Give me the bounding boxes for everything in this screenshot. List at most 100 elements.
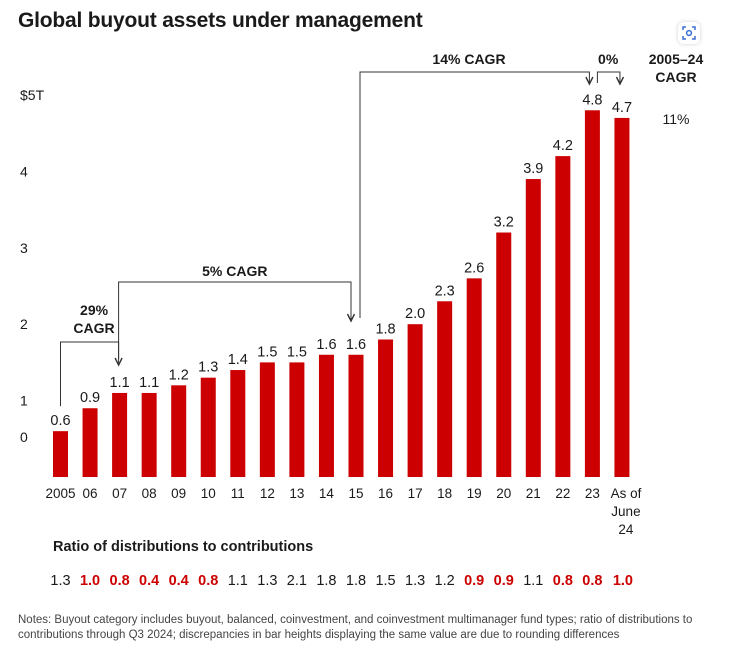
side-note-label: CAGR bbox=[655, 69, 696, 85]
x-tick-label: 07 bbox=[112, 486, 127, 501]
bar-value-label: 0.6 bbox=[50, 413, 70, 429]
ratio-value: 0.4 bbox=[168, 573, 189, 589]
x-tick-label: 15 bbox=[348, 486, 363, 501]
ratio-value: 1.0 bbox=[79, 573, 101, 589]
x-tick-label: 24 bbox=[618, 522, 634, 537]
ratio-value: 1.8 bbox=[345, 573, 367, 589]
bar-value-label: 1.1 bbox=[139, 375, 159, 391]
x-tick-label: 19 bbox=[467, 486, 482, 501]
x-tick-label: 23 bbox=[585, 486, 600, 501]
bar bbox=[141, 392, 157, 477]
bar bbox=[82, 408, 98, 477]
ratio-value: 2.1 bbox=[286, 573, 307, 589]
bar-value-label: 3.9 bbox=[523, 161, 543, 177]
bar-value-label: 2.3 bbox=[435, 283, 455, 299]
annotation-label: 29% bbox=[80, 302, 109, 318]
y-tick-label: 2 bbox=[20, 316, 28, 332]
ratio-value: 1.3 bbox=[405, 573, 426, 589]
ratio-value: 1.3 bbox=[50, 573, 71, 589]
y-tick-label: 1 bbox=[20, 393, 28, 409]
ratio-value: 1.0 bbox=[612, 573, 634, 589]
ratio-value: 0.9 bbox=[464, 573, 485, 589]
side-note-label: 2005–24 bbox=[649, 51, 704, 67]
x-tick-label: 12 bbox=[260, 486, 275, 501]
annotation-label: 0% bbox=[598, 51, 619, 67]
side-note-value: 11% bbox=[663, 111, 690, 127]
bar-value-label: 4.7 bbox=[612, 100, 632, 116]
bar bbox=[466, 278, 482, 477]
bar-value-label: 2.0 bbox=[405, 306, 425, 322]
bar-value-label: 1.3 bbox=[198, 360, 218, 376]
y-tick-label: 3 bbox=[20, 240, 28, 256]
bar-value-label: 1.6 bbox=[316, 337, 336, 353]
x-tick-label: 17 bbox=[408, 486, 423, 501]
x-tick-label: 16 bbox=[378, 486, 393, 501]
annotation-label: 5% CAGR bbox=[202, 263, 267, 279]
y-tick-label: 4 bbox=[20, 163, 28, 179]
ratio-value: 0.8 bbox=[109, 573, 130, 589]
x-tick-label: 10 bbox=[201, 486, 216, 501]
ratio-value: 0.4 bbox=[139, 573, 160, 589]
image-search-icon[interactable] bbox=[678, 22, 700, 44]
bar bbox=[289, 362, 305, 477]
bar bbox=[584, 110, 600, 477]
bar bbox=[525, 179, 541, 478]
ratio-value: 0.9 bbox=[493, 573, 514, 589]
bar bbox=[378, 339, 394, 477]
bar bbox=[171, 385, 187, 477]
annotation-arrowhead bbox=[114, 357, 123, 367]
ratio-value: 1.3 bbox=[257, 573, 278, 589]
ratio-value: 1.1 bbox=[227, 573, 248, 589]
bar bbox=[53, 431, 68, 477]
ratio-value: 1.5 bbox=[375, 573, 396, 589]
x-tick-label: 06 bbox=[83, 486, 98, 501]
ratio-value: 0.8 bbox=[198, 573, 219, 589]
x-tick-label: 13 bbox=[289, 486, 304, 501]
bar-value-label: 4.2 bbox=[553, 138, 573, 154]
annotation-arrowhead bbox=[615, 76, 625, 86]
bar bbox=[555, 156, 571, 477]
ratio-value: 0.8 bbox=[582, 573, 603, 589]
x-tick-label: 21 bbox=[526, 486, 541, 501]
x-tick-label: 20 bbox=[496, 486, 511, 501]
bar bbox=[496, 232, 512, 477]
annotation-label: 14% CAGR bbox=[432, 51, 505, 67]
ratio-value: 1.2 bbox=[434, 573, 455, 589]
bar bbox=[614, 117, 630, 478]
bar-value-label: 2.6 bbox=[464, 260, 484, 276]
bar bbox=[318, 354, 334, 477]
ratio-value: 1.1 bbox=[523, 573, 544, 589]
annotation-label: CAGR bbox=[73, 320, 114, 336]
bar-value-label: 1.4 bbox=[228, 352, 248, 368]
ratio-value: 1.8 bbox=[316, 573, 337, 589]
x-tick-label: 22 bbox=[555, 486, 570, 501]
bar bbox=[112, 392, 128, 477]
x-tick-label: 2005 bbox=[45, 486, 75, 501]
bar bbox=[437, 301, 453, 477]
annotation-bracket bbox=[118, 281, 352, 359]
x-tick-label: 11 bbox=[231, 486, 245, 501]
ratio-value: 0.8 bbox=[552, 573, 573, 589]
bar bbox=[230, 370, 246, 477]
bar-value-label: 0.9 bbox=[80, 390, 100, 406]
x-tick-label: 08 bbox=[142, 486, 157, 501]
bar-value-label: 1.5 bbox=[287, 344, 307, 360]
chart-title: Global buyout assets under management bbox=[18, 9, 423, 32]
bar-value-label: 3.2 bbox=[494, 215, 514, 231]
annotation-bracket bbox=[359, 71, 590, 318]
x-tick-label: As of bbox=[611, 486, 642, 501]
x-tick-label: 18 bbox=[437, 486, 452, 501]
bar bbox=[407, 324, 423, 477]
x-tick-label: June bbox=[611, 504, 640, 519]
lens-glyph bbox=[682, 26, 696, 40]
bar-value-label: 1.8 bbox=[375, 321, 395, 337]
bar bbox=[259, 362, 275, 477]
x-tick-label: 14 bbox=[319, 486, 335, 501]
bar bbox=[200, 377, 216, 477]
bar bbox=[348, 354, 364, 477]
bar-value-label: 1.1 bbox=[110, 375, 130, 391]
y-tick-label: 0 bbox=[20, 429, 28, 445]
ratio-section-title: Ratio of distributions to contributions bbox=[53, 539, 314, 555]
annotation-bracket bbox=[596, 71, 621, 83]
